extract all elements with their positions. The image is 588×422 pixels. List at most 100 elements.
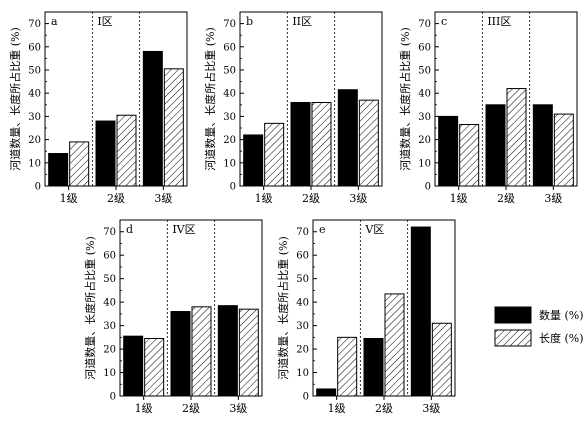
y-tick-label: 40 xyxy=(103,298,116,309)
y-tick-label: 70 xyxy=(418,19,431,30)
chart-panel-e: 0 10 20 30 40 50 60 70 河道数量、长度所占比重 (%) e V区 1级 2级 3级 xyxy=(276,219,456,415)
y-tick-label: 70 xyxy=(223,19,236,30)
y-tick-label: 50 xyxy=(418,66,431,77)
y-tick-label: 20 xyxy=(103,345,116,356)
y-tick-label: 30 xyxy=(223,112,236,123)
x-tick-label: 2级 xyxy=(302,192,320,205)
x-tick-label: 1级 xyxy=(450,192,468,205)
y-tick-label: 50 xyxy=(296,274,309,285)
x-tick-label: 3级 xyxy=(154,192,172,205)
y-tick-label: 10 xyxy=(223,158,236,169)
y-tick-label: 60 xyxy=(418,42,431,53)
y-tick-label: 0 xyxy=(35,182,41,193)
y-axis-label: 河道数量、长度所占比重 (%) xyxy=(8,27,22,171)
x-tick-label: 2级 xyxy=(375,402,393,415)
zone-label: V区 xyxy=(364,223,384,236)
y-tick-label: 40 xyxy=(418,89,431,100)
y-tick-label: 20 xyxy=(223,135,236,146)
y-axis-label: 河道数量、长度所占比重 (%) xyxy=(203,27,217,171)
y-tick-label: 30 xyxy=(103,321,116,332)
chart-panel-d: 0 10 20 30 40 50 60 70 河道数量、长度所占比重 (%) d IV区 1级 2级 3级 xyxy=(83,219,263,415)
y-tick-label: 50 xyxy=(28,66,41,77)
y-tick-label: 30 xyxy=(296,321,309,332)
y-tick-label: 70 xyxy=(296,227,309,238)
x-tick-label: 1级 xyxy=(135,402,153,415)
bar-length xyxy=(553,113,574,187)
bar-count xyxy=(243,134,264,187)
y-tick-label: 70 xyxy=(28,19,41,30)
y-tick-label: 60 xyxy=(296,251,309,262)
zone-label: I区 xyxy=(97,15,112,28)
bar-count xyxy=(123,335,144,397)
y-tick-label: 60 xyxy=(223,42,236,53)
y-tick-label: 10 xyxy=(418,158,431,169)
y-tick-label: 70 xyxy=(103,227,116,238)
y-tick-label: 10 xyxy=(28,158,41,169)
bar-count xyxy=(290,101,311,187)
y-tick-label: 20 xyxy=(28,135,41,146)
y-tick-label: 40 xyxy=(28,89,41,100)
y-tick-label: 20 xyxy=(418,135,431,146)
bar-length xyxy=(144,338,165,397)
x-tick-label: 3级 xyxy=(349,192,367,205)
y-tick-label: 0 xyxy=(303,392,309,403)
legend: 数量 (%) 长度 (%) xyxy=(494,306,584,347)
y-tick-label: 0 xyxy=(230,182,236,193)
x-tick-label: 3级 xyxy=(544,192,562,205)
zone-label: II区 xyxy=(292,15,312,28)
legend-label-length: 长度 (%) xyxy=(539,331,584,345)
bar-count xyxy=(142,50,163,187)
y-axis-label: 河道数量、长度所占比重 (%) xyxy=(398,27,412,171)
y-tick-label: 30 xyxy=(28,112,41,123)
x-tick-label: 1级 xyxy=(328,402,346,415)
bar-count xyxy=(532,104,553,187)
y-axis-label: 河道数量、长度所占比重 (%) xyxy=(276,236,290,380)
y-axis-label: 河道数量、长度所占比重 (%) xyxy=(83,236,97,380)
legend-label-count: 数量 (%) xyxy=(539,309,584,322)
x-tick-label: 3级 xyxy=(422,402,440,415)
bar-count xyxy=(410,226,431,397)
bar-length xyxy=(337,336,358,397)
bar-count xyxy=(95,120,116,187)
bar-count xyxy=(438,115,459,187)
y-tick-label: 40 xyxy=(296,298,309,309)
chart-panel-a: 0 10 20 30 40 50 60 70 河道数量、长度所占比重 (%) a I区 1级 2级 3级 xyxy=(8,11,188,205)
y-tick-label: 0 xyxy=(425,182,431,193)
y-tick-label: 60 xyxy=(28,42,41,53)
x-tick-label: 1级 xyxy=(255,192,273,205)
bar-length xyxy=(384,293,405,397)
bar-length xyxy=(264,122,285,187)
bar-count xyxy=(316,388,337,397)
bar-count xyxy=(217,305,238,397)
bar-length xyxy=(238,308,259,397)
panel-letter: d xyxy=(126,223,133,236)
bar-count xyxy=(337,89,358,187)
y-tick-label: 30 xyxy=(418,112,431,123)
zone-label: IV区 xyxy=(172,223,195,236)
y-tick-label: 40 xyxy=(223,89,236,100)
x-tick-label: 1级 xyxy=(60,192,78,205)
y-tick-label: 10 xyxy=(296,368,309,379)
y-tick-label: 20 xyxy=(296,345,309,356)
bar-length xyxy=(431,322,452,397)
y-tick-label: 50 xyxy=(103,274,116,285)
bar-count xyxy=(363,338,384,397)
bar-length xyxy=(116,114,137,187)
zone-label: III区 xyxy=(487,15,511,28)
bar-count xyxy=(170,311,191,397)
x-tick-label: 2级 xyxy=(107,192,125,205)
panel-letter: b xyxy=(246,15,253,28)
bar-length xyxy=(358,99,379,187)
bar-length xyxy=(459,124,480,187)
legend-swatch-length xyxy=(494,329,532,347)
x-tick-label: 2级 xyxy=(182,402,200,415)
x-tick-label: 2级 xyxy=(497,192,515,205)
bar-length xyxy=(191,306,212,397)
legend-swatch-count xyxy=(494,306,532,324)
bar-length xyxy=(506,88,527,187)
panel-letter: e xyxy=(319,223,326,236)
chart-panel-c: 0 10 20 30 40 50 60 70 河道数量、长度所占比重 (%) c III区 1级 2级 3… xyxy=(398,11,578,205)
panel-letter: c xyxy=(441,15,447,28)
panel-letter: a xyxy=(51,15,58,28)
